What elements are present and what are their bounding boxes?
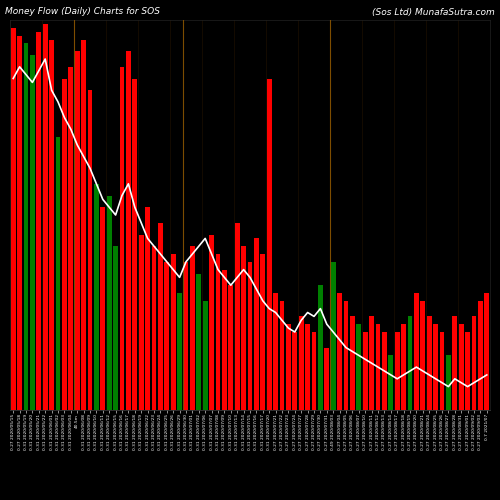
Bar: [17, 36, 22, 410]
Bar: [440, 332, 444, 410]
Bar: [248, 262, 252, 410]
Bar: [472, 316, 476, 410]
Bar: [305, 324, 310, 410]
Bar: [196, 274, 201, 410]
Bar: [350, 316, 355, 410]
Bar: [132, 78, 137, 410]
Bar: [81, 40, 86, 410]
Bar: [126, 51, 131, 410]
Bar: [68, 67, 73, 410]
Bar: [484, 293, 489, 410]
Bar: [452, 316, 457, 410]
Bar: [446, 356, 451, 410]
Bar: [107, 196, 112, 410]
Bar: [254, 238, 259, 410]
Bar: [228, 285, 233, 410]
Bar: [139, 234, 143, 410]
Bar: [88, 90, 92, 410]
Bar: [43, 24, 48, 410]
Bar: [337, 293, 342, 410]
Bar: [388, 356, 393, 410]
Bar: [427, 316, 432, 410]
Bar: [369, 316, 374, 410]
Bar: [401, 324, 406, 410]
Bar: [100, 207, 105, 410]
Bar: [113, 246, 118, 410]
Bar: [344, 301, 348, 410]
Bar: [145, 207, 150, 410]
Bar: [222, 270, 227, 410]
Bar: [56, 137, 60, 410]
Bar: [280, 301, 284, 410]
Bar: [209, 234, 214, 410]
Bar: [75, 51, 80, 410]
Bar: [152, 246, 156, 410]
Bar: [216, 254, 220, 410]
Bar: [382, 332, 387, 410]
Text: (Sos Ltd) MunafaSutra.com: (Sos Ltd) MunafaSutra.com: [372, 8, 495, 16]
Bar: [433, 324, 438, 410]
Bar: [177, 293, 182, 410]
Bar: [24, 44, 28, 410]
Bar: [94, 184, 99, 410]
Bar: [49, 40, 54, 410]
Bar: [318, 285, 323, 410]
Bar: [299, 316, 304, 410]
Bar: [459, 324, 464, 410]
Bar: [273, 293, 278, 410]
Bar: [376, 324, 380, 410]
Bar: [164, 262, 169, 410]
Bar: [241, 246, 246, 410]
Bar: [356, 324, 361, 410]
Bar: [36, 32, 41, 410]
Bar: [190, 246, 195, 410]
Bar: [324, 348, 329, 410]
Bar: [62, 78, 67, 410]
Bar: [120, 67, 124, 410]
Bar: [478, 301, 483, 410]
Bar: [312, 332, 316, 410]
Bar: [363, 332, 368, 410]
Bar: [465, 332, 470, 410]
Bar: [414, 293, 419, 410]
Text: Money Flow (Daily) Charts for SOS: Money Flow (Daily) Charts for SOS: [5, 8, 160, 16]
Bar: [171, 254, 175, 410]
Bar: [203, 301, 207, 410]
Bar: [292, 332, 297, 410]
Bar: [260, 254, 265, 410]
Bar: [267, 78, 272, 410]
Bar: [408, 316, 412, 410]
Bar: [235, 223, 240, 410]
Bar: [331, 262, 336, 410]
Bar: [30, 55, 35, 410]
Bar: [158, 223, 163, 410]
Bar: [11, 28, 16, 410]
Bar: [184, 262, 188, 410]
Bar: [420, 301, 425, 410]
Bar: [395, 332, 400, 410]
Bar: [286, 324, 291, 410]
